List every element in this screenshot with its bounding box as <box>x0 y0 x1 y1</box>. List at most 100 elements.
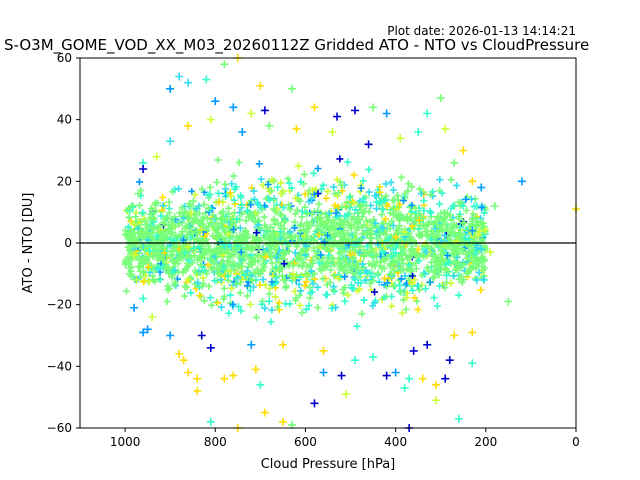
data-point <box>259 276 267 284</box>
data-point <box>386 209 394 217</box>
data-point <box>300 259 308 267</box>
data-point <box>269 227 277 235</box>
data-point <box>371 299 379 307</box>
data-point <box>252 314 260 322</box>
data-point <box>463 228 471 236</box>
data-point <box>291 287 299 295</box>
data-point <box>318 267 326 275</box>
data-point <box>226 189 234 197</box>
data-point <box>454 414 463 423</box>
data-point <box>391 259 399 267</box>
data-point <box>130 251 139 260</box>
data-point <box>268 278 276 286</box>
data-point <box>462 206 470 214</box>
data-point <box>193 387 202 395</box>
data-point <box>347 281 355 289</box>
data-point <box>303 228 311 236</box>
data-point <box>315 230 323 238</box>
data-point <box>408 280 416 288</box>
data-point <box>296 301 304 309</box>
data-point <box>459 146 468 155</box>
data-point <box>329 218 337 226</box>
data-point <box>450 272 458 280</box>
data-point <box>517 177 526 186</box>
data-point <box>387 178 395 186</box>
data-point <box>237 307 245 315</box>
data-point <box>243 292 251 300</box>
data-point <box>461 234 469 242</box>
data-point <box>294 253 302 261</box>
data-point <box>257 203 265 211</box>
data-point <box>166 84 175 93</box>
data-point <box>242 217 250 225</box>
data-point <box>291 233 299 241</box>
data-point <box>437 247 445 255</box>
data-point <box>328 128 337 136</box>
data-point <box>445 356 454 365</box>
data-point <box>490 202 499 210</box>
data-point <box>360 296 368 304</box>
data-point <box>432 233 440 241</box>
data-point <box>151 201 159 209</box>
data-point <box>252 229 260 237</box>
data-point <box>366 269 374 277</box>
data-point <box>427 191 435 199</box>
data-point <box>354 223 362 231</box>
data-point <box>246 287 254 295</box>
data-point <box>414 282 422 290</box>
data-point <box>334 189 342 197</box>
data-point <box>426 278 434 286</box>
data-point <box>298 309 306 317</box>
data-point <box>330 287 338 295</box>
data-point <box>270 217 278 225</box>
data-point <box>441 213 449 221</box>
data-point <box>427 244 435 252</box>
data-point <box>278 265 286 273</box>
data-point <box>221 227 229 235</box>
data-point <box>282 282 290 290</box>
x-tick-label: 800 <box>204 435 227 449</box>
data-point <box>504 297 513 306</box>
data-point <box>178 204 186 212</box>
data-point <box>210 223 218 231</box>
data-point <box>261 234 269 242</box>
data-point <box>258 267 266 275</box>
data-point <box>421 227 429 235</box>
data-point <box>187 253 195 261</box>
data-point <box>349 263 357 271</box>
data-point <box>383 202 391 210</box>
data-point <box>168 273 176 281</box>
data-point <box>258 300 266 308</box>
data-point <box>472 276 481 284</box>
data-point <box>329 225 337 233</box>
data-point <box>409 346 418 355</box>
data-point <box>292 194 300 202</box>
data-point <box>388 270 396 278</box>
data-point <box>446 211 454 219</box>
data-point <box>229 258 237 266</box>
data-point <box>211 97 220 106</box>
data-point <box>266 196 274 204</box>
data-point <box>351 356 360 365</box>
y-tick-label: 60 <box>57 51 72 65</box>
data-point <box>301 203 309 211</box>
data-point <box>256 81 265 90</box>
data-point <box>166 331 175 340</box>
data-point <box>203 270 211 278</box>
data-point <box>368 244 376 252</box>
data-point <box>324 187 332 195</box>
data-point <box>223 190 231 198</box>
data-point <box>247 340 256 349</box>
data-point <box>363 242 371 250</box>
data-point <box>307 267 315 275</box>
data-point <box>306 283 314 291</box>
data-point <box>404 180 412 188</box>
data-point <box>171 186 179 194</box>
data-point <box>319 346 328 355</box>
data-point <box>260 408 269 417</box>
data-point <box>343 268 351 276</box>
data-point <box>191 191 199 199</box>
data-point <box>171 213 179 221</box>
data-point <box>302 305 310 313</box>
data-point <box>411 294 419 302</box>
